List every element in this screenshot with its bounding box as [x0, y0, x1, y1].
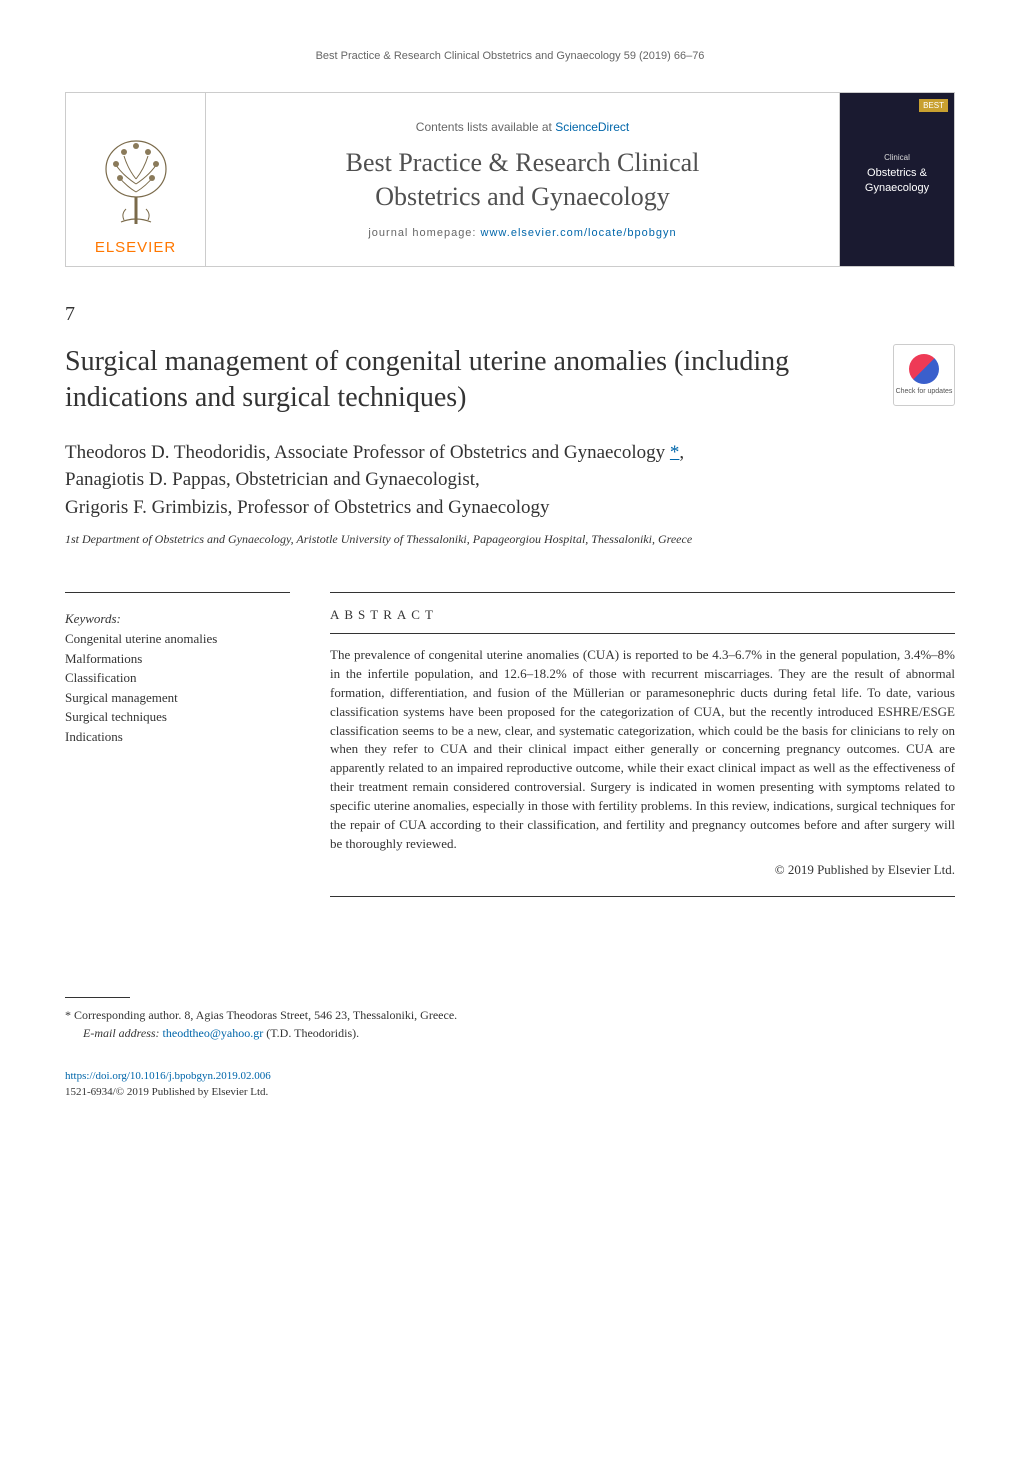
- publisher-name: ELSEVIER: [95, 239, 176, 256]
- masthead: ELSEVIER Contents lists available at Sci…: [65, 92, 955, 267]
- check-updates-badge[interactable]: Check for updates: [893, 344, 955, 406]
- journal-title-line1: Best Practice & Research Clinical: [346, 148, 700, 177]
- homepage-link[interactable]: www.elsevier.com/locate/bpobgyn: [481, 227, 677, 239]
- running-header: Best Practice & Research Clinical Obstet…: [65, 50, 955, 62]
- email-tail: (T.D. Theodoridis).: [263, 1026, 359, 1040]
- keyword-item: Congenital uterine anomalies: [65, 629, 290, 649]
- author-1-text: Theodoros D. Theodoridis, Associate Prof…: [65, 442, 670, 463]
- author-affiliation: 1st Department of Obstetrics and Gynaeco…: [65, 531, 955, 548]
- footer-block: https://doi.org/10.1016/j.bpobgyn.2019.0…: [65, 1068, 955, 1101]
- author-line-1: Theodoros D. Theodoridis, Associate Prof…: [65, 439, 955, 467]
- keyword-item: Classification: [65, 668, 290, 688]
- publisher-logo-block: ELSEVIER: [66, 93, 206, 266]
- keywords-heading: Keywords:: [65, 611, 290, 627]
- corresponding-author-mark[interactable]: *: [670, 442, 680, 463]
- elsevier-tree-icon: [96, 134, 176, 229]
- keywords-column: Keywords: Congenital uterine anomalies M…: [65, 592, 290, 896]
- footnote-text: Corresponding author. 8, Agias Theodoras…: [71, 1008, 457, 1022]
- journal-title-line2: Obstetrics and Gynaecology: [375, 182, 670, 211]
- keyword-item: Indications: [65, 727, 290, 747]
- journal-homepage-line: journal homepage: www.elsevier.com/locat…: [368, 227, 676, 239]
- doi-link[interactable]: https://doi.org/10.1016/j.bpobgyn.2019.0…: [65, 1070, 271, 1082]
- corresponding-author-footnote: * Corresponding author. 8, Agias Theodor…: [65, 1006, 955, 1024]
- cover-category: Clinical: [840, 153, 954, 162]
- check-updates-text: Check for updates: [896, 388, 953, 396]
- issn-copyright-line: 1521-6934/© 2019 Published by Elsevier L…: [65, 1084, 955, 1101]
- keyword-item: Surgical management: [65, 688, 290, 708]
- cover-title-line2: Gynaecology: [840, 181, 954, 196]
- article-number: 7: [65, 303, 955, 326]
- abstract-body: The prevalence of congenital uterine ano…: [330, 646, 955, 853]
- sciencedirect-link[interactable]: ScienceDirect: [555, 120, 629, 134]
- contents-text: Contents lists available at: [416, 120, 555, 134]
- abstract-heading: ABSTRACT: [330, 607, 955, 634]
- abstract-column: ABSTRACT The prevalence of congenital ut…: [330, 592, 955, 896]
- cover-best-badge: BEST: [919, 99, 948, 112]
- email-footnote: E-mail address: theodtheo@yahoo.gr (T.D.…: [65, 1024, 955, 1042]
- homepage-label: journal homepage:: [368, 227, 480, 239]
- article-title: Surgical management of congenital uterin…: [65, 344, 873, 417]
- title-row: Surgical management of congenital uterin…: [65, 344, 955, 439]
- author-1-tail: ,: [679, 442, 684, 463]
- footnote-rule: [65, 997, 130, 998]
- contents-available-line: Contents lists available at ScienceDirec…: [416, 120, 629, 134]
- abstract-copyright: © 2019 Published by Elsevier Ltd.: [330, 862, 955, 897]
- crossmark-icon: [909, 354, 939, 384]
- author-line-2: Panagiotis D. Pappas, Obstetrician and G…: [65, 466, 955, 494]
- authors-block: Theodoros D. Theodoridis, Associate Prof…: [65, 439, 955, 548]
- keywords-abstract-row: Keywords: Congenital uterine anomalies M…: [65, 592, 955, 896]
- keyword-item: Surgical techniques: [65, 707, 290, 727]
- cover-title-line1: Obstetrics &: [840, 166, 954, 181]
- author-line-3: Grigoris F. Grimbizis, Professor of Obst…: [65, 494, 955, 522]
- email-label: E-mail address:: [83, 1026, 163, 1040]
- email-link[interactable]: theodtheo@yahoo.gr: [163, 1026, 264, 1040]
- masthead-center: Contents lists available at ScienceDirec…: [221, 93, 824, 266]
- keyword-item: Malformations: [65, 649, 290, 669]
- journal-cover-thumbnail: BEST Clinical Obstetrics & Gynaecology: [839, 93, 954, 266]
- journal-title: Best Practice & Research Clinical Obstet…: [346, 146, 700, 214]
